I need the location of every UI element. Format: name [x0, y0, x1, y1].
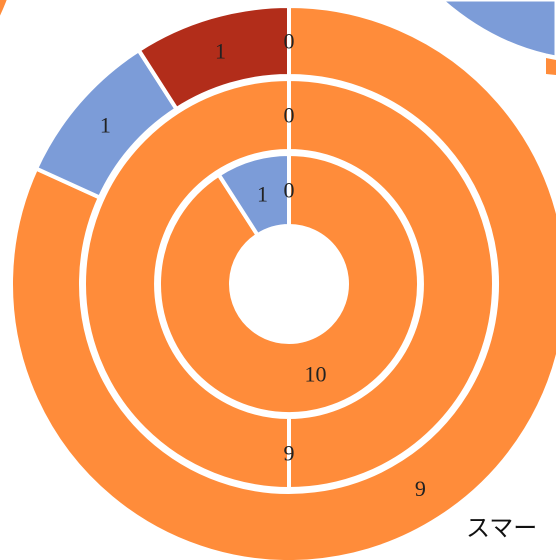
outer-ring-slice-1 [9, 4, 556, 560]
background-partial-charts [0, 0, 556, 75]
cropped-neighbor-chart-left [0, 0, 7, 16]
cropped-neighbor-chart-topright-blue [439, 0, 556, 59]
middle-ring-slice-1 [81, 77, 497, 491]
outer-ring-label-1: 9 [415, 476, 426, 501]
slices-layer [9, 4, 556, 560]
outer-ring-slice-3 [136, 4, 291, 112]
cropped-neighbor-chart-topright-orange [546, 58, 556, 75]
outer-ring-label-0: 0 [284, 29, 295, 54]
outer-ring-label-3: 1 [215, 38, 226, 63]
inner-ring-label-1: 10 [304, 362, 326, 387]
cropped-chart-title: スマー [466, 514, 538, 542]
inner-ring-slice-1 [157, 152, 421, 416]
outer-ring-label-2: 1 [100, 112, 111, 137]
inner-ring-label-2: 1 [257, 181, 268, 206]
inner-ring-slice-2 [216, 152, 291, 238]
middle-ring-label-1: 9 [284, 441, 295, 466]
middle-ring-label-0: 0 [284, 103, 295, 128]
inner-ring-label-0: 0 [284, 178, 295, 203]
